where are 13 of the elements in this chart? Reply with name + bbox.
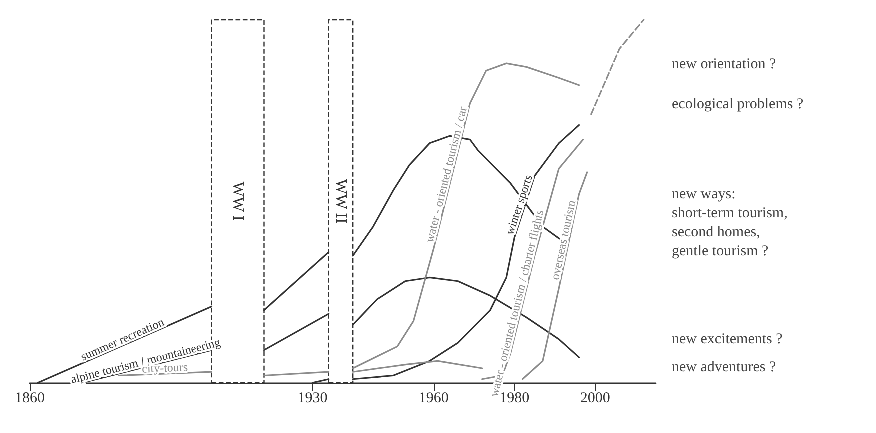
text: new adventures ? xyxy=(672,360,776,376)
x-tick-label: 1930 xyxy=(298,390,328,406)
x-tick-label: 2000 xyxy=(580,390,610,406)
text: new orientation ? xyxy=(672,56,776,72)
x-tick-label: 1960 xyxy=(418,390,449,406)
text: ecological problems ? xyxy=(672,96,804,112)
x-tick-label: 1860 xyxy=(15,390,45,406)
band-label: WW I xyxy=(229,182,246,222)
text: new excitements ? xyxy=(672,332,784,348)
text: new ways: short-term tourism, second homes, gentle tourism ? xyxy=(672,186,788,260)
text: water - oriented tourism / car xyxy=(422,105,470,244)
band-label: WW II xyxy=(332,179,350,224)
text: overseas tourism xyxy=(548,198,579,282)
